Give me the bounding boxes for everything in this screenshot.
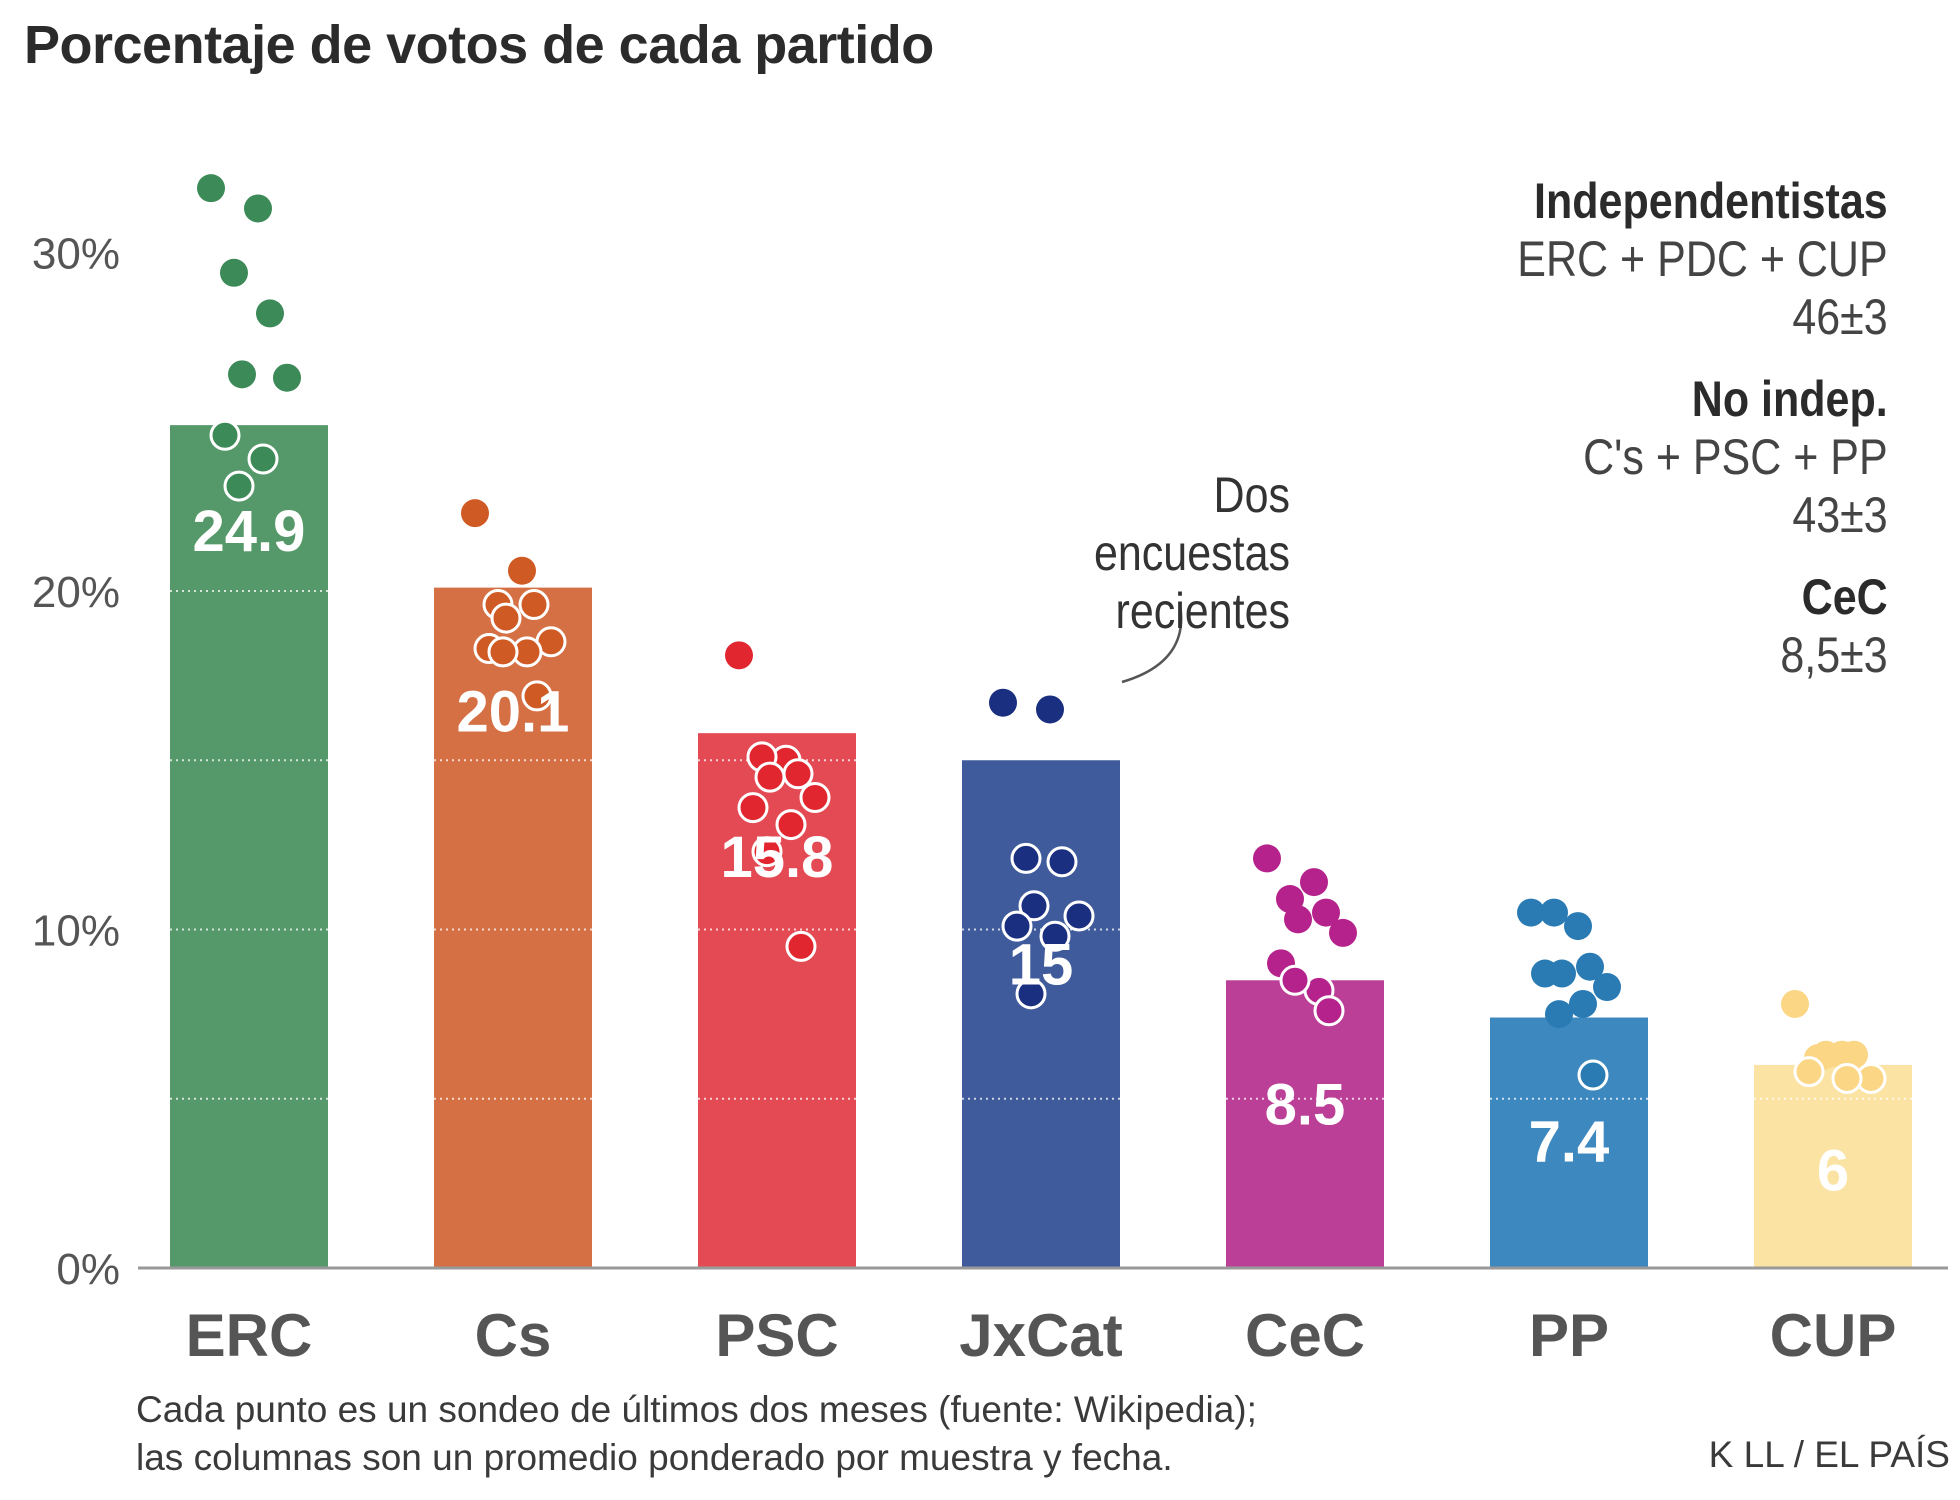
annotation-two-recent-polls: Dos encuestas recientes (1006, 466, 1290, 640)
poll-dot (1300, 868, 1328, 897)
bloc-name: CeC (1801, 569, 1888, 625)
annotation-leader-line (1121, 604, 1183, 684)
value-label-cup: 6 (1817, 1138, 1849, 1203)
poll-dot (1279, 964, 1311, 996)
poll-dot (989, 688, 1017, 717)
source-note-line: las columnas son un promedio ponderado p… (136, 1437, 1173, 1478)
value-label-pp: 7.4 (1529, 1110, 1610, 1175)
poll-dot (1312, 898, 1340, 927)
poll-dot (1831, 1062, 1863, 1094)
annotation-line: recientes (1115, 583, 1290, 639)
category-label-cup: CUP (1770, 1302, 1897, 1369)
poll-dot (751, 836, 783, 868)
poll-dot (220, 258, 248, 287)
poll-dot (754, 761, 786, 793)
category-label-cs: Cs (475, 1302, 552, 1369)
bar-erc (170, 425, 328, 1268)
poll-dot (461, 499, 489, 528)
bloc-independentistas: Independentistas ERC + PDC + CUP 46±3 (1457, 172, 1888, 346)
poll-dot (209, 419, 241, 451)
bloc-parties: ERC + PDC + CUP (1517, 231, 1888, 287)
bar-psc (698, 733, 856, 1268)
bloc-name: Independentistas (1534, 173, 1888, 229)
poll-dot (1284, 905, 1312, 934)
poll-dot (1046, 846, 1078, 878)
poll-dot (256, 299, 284, 328)
poll-dot (1253, 844, 1281, 873)
poll-dot (782, 758, 814, 790)
poll-dot (799, 781, 831, 813)
poll-dot (1545, 1000, 1573, 1029)
value-label-psc: 15.8 (721, 825, 834, 890)
y-tick-label: 10% (32, 907, 120, 956)
category-label-jxcat: JxCat (959, 1302, 1122, 1369)
category-label-cec: CeC (1245, 1302, 1365, 1369)
bloc-value: 8,5±3 (1780, 627, 1888, 683)
poll-dot (223, 470, 255, 502)
poll-dot (487, 636, 519, 668)
poll-dot (1540, 898, 1568, 927)
bloc-cec: CeC 8,5±3 (1457, 568, 1888, 684)
value-label-erc: 24.9 (193, 499, 306, 564)
poll-dot (737, 792, 769, 824)
poll-dot (1018, 890, 1050, 922)
category-label-psc: PSC (715, 1302, 838, 1369)
bloc-summary: Independentistas ERC + PDC + CUP 46±3 No… (1457, 172, 1888, 708)
poll-dot (1593, 973, 1621, 1002)
y-tick-label: 20% (32, 568, 120, 617)
poll-dot (725, 641, 753, 670)
source-note-line: Cada punto es un sondeo de últimos dos m… (136, 1389, 1257, 1430)
credit: K LL / EL PAÍS (1708, 1434, 1950, 1475)
bar-cs (434, 587, 592, 1268)
poll-dot (1781, 989, 1809, 1018)
poll-dot (521, 680, 553, 712)
category-label-erc: ERC (186, 1302, 313, 1369)
y-tick-label: 30% (32, 230, 120, 279)
poll-dot (1001, 910, 1033, 942)
bloc-parties: C's + PSC + PP (1583, 429, 1888, 485)
poll-dot (1010, 842, 1042, 874)
poll-dot (1039, 920, 1071, 952)
poll-dot (1577, 1059, 1609, 1091)
bloc-value: 46±3 (1792, 289, 1888, 345)
poll-dot (1313, 995, 1345, 1027)
bar-pp (1490, 1017, 1648, 1268)
poll-dot (1517, 898, 1545, 927)
poll-dot (1793, 1056, 1825, 1088)
value-label-cec: 8.5 (1265, 1072, 1346, 1137)
poll-dot (273, 363, 301, 392)
annotation-line: Dos encuestas (1093, 467, 1290, 581)
poll-dot (775, 809, 807, 841)
poll-dot (518, 589, 550, 621)
poll-dot (1036, 695, 1064, 724)
poll-dot (1015, 978, 1047, 1010)
source-note: Cada punto es un sondeo de últimos dos m… (136, 1386, 1257, 1482)
poll-dot (197, 174, 225, 203)
value-label-jxcat: 15 (1009, 932, 1074, 997)
bloc-value: 43±3 (1792, 487, 1888, 543)
poll-dot (1531, 959, 1559, 988)
poll-dot (1569, 989, 1597, 1018)
poll-dot (1576, 952, 1604, 981)
bloc-no-indep: No indep. C's + PSC + PP 43±3 (1457, 370, 1888, 544)
bloc-name: No indep. (1692, 371, 1888, 427)
bar-cec (1226, 980, 1384, 1268)
poll-dot (508, 556, 536, 585)
chart-title: Porcentaje de votos de cada partido (24, 15, 934, 75)
poll-dot (1063, 900, 1095, 932)
category-label-pp: PP (1529, 1302, 1609, 1369)
poll-dot (1564, 912, 1592, 941)
bar-jxcat (962, 760, 1120, 1268)
poll-dot (1840, 1040, 1868, 1069)
poll-dot (244, 194, 272, 223)
value-label-cs: 20.1 (457, 680, 570, 745)
poll-dot (228, 360, 256, 389)
poll-dot (1329, 918, 1357, 947)
y-tick-label: 0% (56, 1245, 120, 1294)
poll-dot (490, 602, 522, 634)
poll-dot (247, 443, 279, 475)
poll-dot (785, 930, 817, 962)
